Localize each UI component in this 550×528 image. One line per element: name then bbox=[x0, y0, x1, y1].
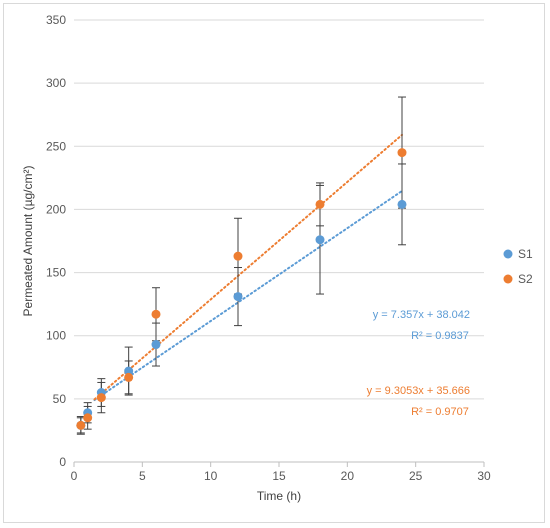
legend-label-s1: S1 bbox=[518, 247, 533, 261]
point-s2 bbox=[233, 251, 243, 261]
chart-frame bbox=[3, 3, 545, 523]
y-tick-label: 300 bbox=[46, 76, 66, 90]
point-s1 bbox=[397, 199, 407, 209]
point-s1 bbox=[124, 366, 134, 376]
y-axis-title: Permeated Amount (µg/cm²) bbox=[21, 166, 35, 317]
trendline-r2: R² = 0.9837 bbox=[411, 330, 469, 342]
x-tick-label: 0 bbox=[71, 469, 78, 483]
legend-marker-s2 bbox=[503, 274, 513, 284]
x-tick-label: 20 bbox=[341, 469, 355, 483]
x-tick-label: 25 bbox=[409, 469, 423, 483]
x-tick-label: 30 bbox=[477, 469, 491, 483]
gridlines bbox=[74, 19, 484, 400]
point-s1 bbox=[315, 235, 325, 245]
point-s2 bbox=[76, 420, 86, 430]
axes bbox=[73, 461, 485, 467]
y-tick-label: 50 bbox=[53, 392, 67, 406]
trendline-s1 bbox=[93, 189, 403, 402]
point-s2 bbox=[397, 148, 407, 158]
y-tick-label: 0 bbox=[59, 455, 66, 469]
trendline-equation: y = 9.3053x + 35.666 bbox=[367, 385, 470, 397]
trendlines bbox=[93, 133, 403, 402]
x-axis-title: Time (h) bbox=[257, 489, 301, 503]
x-tick-label: 15 bbox=[272, 469, 286, 483]
point-s2 bbox=[151, 309, 161, 319]
x-tick-label: 5 bbox=[139, 469, 146, 483]
point-s1 bbox=[151, 340, 161, 350]
y-tick-label: 100 bbox=[46, 329, 66, 343]
legend-marker-s1 bbox=[503, 249, 513, 259]
point-s2 bbox=[124, 372, 134, 382]
data-points bbox=[76, 148, 407, 430]
x-tick-label: 10 bbox=[204, 469, 218, 483]
point-s2 bbox=[83, 413, 93, 423]
trendline-s2 bbox=[93, 133, 403, 401]
y-tick-label: 350 bbox=[46, 13, 66, 27]
y-tick-label: 150 bbox=[46, 266, 66, 280]
trendline-equation: y = 7.357x + 38.042 bbox=[373, 309, 470, 321]
point-s2 bbox=[96, 393, 106, 403]
trendline-r2: R² = 0.9707 bbox=[411, 406, 469, 418]
y-tick-label: 250 bbox=[46, 139, 66, 153]
y-tick-label: 200 bbox=[46, 202, 66, 216]
point-s1 bbox=[233, 292, 243, 302]
labels: 0 50 100 150 200 250 300 350 0 5 10 15 20 25 30 Time (h… bbox=[21, 13, 533, 503]
point-s2 bbox=[315, 199, 325, 209]
error-bars bbox=[76, 96, 406, 435]
legend-label-s2: S2 bbox=[518, 272, 533, 286]
